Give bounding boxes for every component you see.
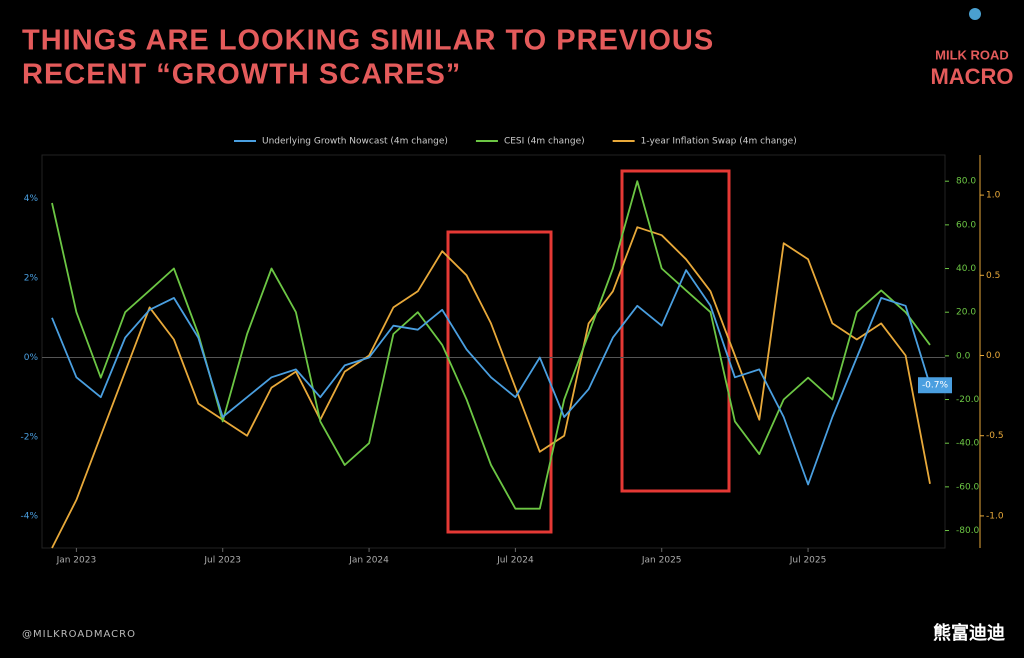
y2-tick-label: -80.0	[956, 526, 980, 536]
highlight-box	[446, 230, 553, 534]
y-tick-label: 0%	[24, 353, 39, 363]
y-tick-label: -4%	[20, 512, 38, 522]
y3-tick-label: 1.0	[986, 191, 1001, 201]
legend-label: 1-year Inflation Swap (4m change)	[641, 137, 797, 147]
y2-tick-label: 40.0	[956, 264, 976, 274]
y3-tick-label: -0.5	[986, 431, 1004, 441]
series-line	[51, 226, 931, 549]
highlight-box	[620, 169, 731, 493]
y3-tick-label: 0.0	[986, 351, 1001, 361]
series-line	[51, 180, 931, 510]
y3-tick-label: 0.5	[986, 271, 1000, 281]
x-tick-label: Jul 2025	[789, 556, 827, 566]
x-tick-label: Jan 2025	[641, 556, 682, 566]
y-tick-label: -2%	[20, 432, 38, 442]
x-tick-label: Jan 2024	[348, 556, 389, 566]
chart-title: RECENT “GROWTH SCARES”	[22, 59, 461, 91]
y-tick-label: 2%	[24, 274, 39, 284]
footer: @MILKROADMACRO	[22, 629, 136, 640]
y2-tick-label: -40.0	[956, 439, 980, 449]
legend-label: CESI (4m change)	[504, 137, 585, 147]
y2-tick-label: -20.0	[956, 395, 980, 405]
y-tick-label: 4%	[24, 194, 39, 204]
y2-tick-label: 20.0	[956, 308, 976, 318]
logo-globe	[969, 8, 981, 20]
y2-tick-label: 0.0	[956, 351, 971, 361]
x-tick-label: Jul 2024	[496, 556, 534, 566]
plot-frame	[41, 154, 946, 549]
x-tick-label: Jul 2023	[203, 556, 241, 566]
last-value-box	[918, 377, 952, 394]
chart-title: THINGS ARE LOOKING SIMILAR TO PREVIOUS	[22, 25, 714, 57]
logo-text: MILK ROAD	[935, 47, 1009, 62]
watermark: 熊富迪迪	[933, 622, 1005, 644]
legend-label: Underlying Growth Nowcast (4m change)	[262, 137, 448, 147]
y2-tick-label: -60.0	[956, 482, 980, 492]
series-line	[51, 269, 931, 486]
y2-tick-label: 60.0	[956, 220, 976, 230]
last-value-label: -0.7%	[922, 381, 949, 391]
y3-tick-label: -1.0	[986, 511, 1004, 521]
x-tick-label: Jan 2023	[56, 556, 97, 566]
logo-text: MACRO	[930, 64, 1013, 89]
y2-tick-label: 80.0	[956, 177, 976, 187]
